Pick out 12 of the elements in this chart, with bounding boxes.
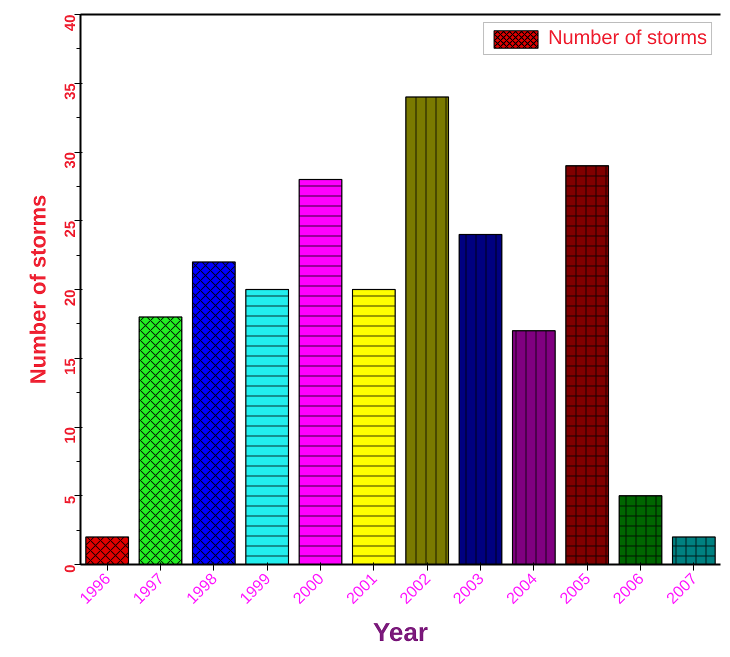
y-axis-title: Number of storms — [26, 194, 50, 384]
y-tick-label: 5 — [62, 496, 79, 504]
y-tick-label: 35 — [62, 83, 79, 100]
y-tick-label: 40 — [62, 14, 79, 32]
y-tick-label: 10 — [62, 426, 79, 444]
y-tick-label: 0 — [62, 564, 79, 573]
y-tick-label: 30 — [62, 152, 79, 169]
y-tick-label: 20 — [62, 289, 79, 306]
x-axis-title: Year — [373, 617, 428, 648]
y-tick-label: 15 — [62, 358, 79, 375]
y-tick-label: 25 — [62, 220, 79, 238]
legend-label: Number of storms — [548, 27, 707, 50]
